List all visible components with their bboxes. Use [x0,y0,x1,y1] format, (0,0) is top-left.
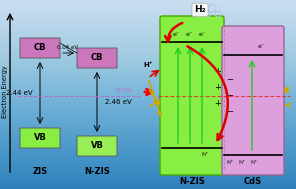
Text: H₂: H₂ [194,5,206,15]
Text: H⁺: H⁺ [143,62,153,68]
FancyBboxPatch shape [20,38,60,58]
Text: 2.44 eV: 2.44 eV [7,90,33,96]
Text: Electron Energy: Electron Energy [2,66,8,118]
Text: CdS: CdS [244,177,262,187]
Text: −: − [226,75,234,84]
Text: e⁻: e⁻ [173,33,180,37]
FancyBboxPatch shape [222,26,284,175]
Text: +: + [215,99,221,108]
Text: CB: CB [34,43,46,53]
Text: CB: CB [91,53,103,63]
Text: −: − [226,91,234,101]
Text: h⁺: h⁺ [226,160,234,164]
FancyBboxPatch shape [20,128,60,148]
Text: 2.46 eV: 2.46 eV [105,99,132,105]
Text: 0.06 eV: 0.06 eV [57,45,78,50]
FancyBboxPatch shape [77,48,117,68]
Text: h⁺: h⁺ [238,160,246,164]
Text: e⁻: e⁻ [185,33,193,37]
Text: h⁺: h⁺ [250,160,258,164]
FancyBboxPatch shape [160,16,224,175]
Text: +: + [215,67,221,77]
Text: N-ZIS: N-ZIS [179,177,205,187]
Text: H⁺/H₂: H⁺/H₂ [116,88,133,93]
Text: VB: VB [33,133,46,143]
Text: N-ZIS: N-ZIS [84,167,110,177]
Text: e⁻: e⁻ [198,33,205,37]
Text: −: − [226,108,234,116]
Text: e⁻: e⁻ [258,44,265,50]
Text: h⁺: h⁺ [201,153,209,157]
Text: +: + [215,84,221,92]
Text: ZIS: ZIS [33,167,48,177]
FancyBboxPatch shape [77,136,117,156]
Text: VB: VB [91,142,103,150]
